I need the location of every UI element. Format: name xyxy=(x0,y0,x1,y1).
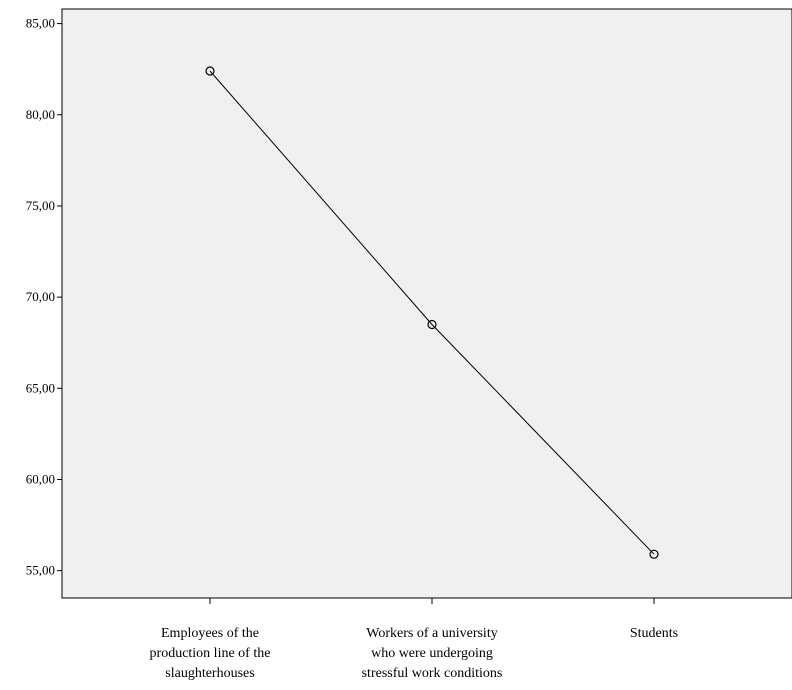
x-category-label-line: production line of the xyxy=(150,646,271,661)
data-point xyxy=(649,549,659,559)
y-tick-label: 65,00 xyxy=(26,380,55,395)
series-layer xyxy=(205,66,659,559)
x-category-label: Students xyxy=(630,626,678,641)
y-tick-label: 70,00 xyxy=(26,289,55,304)
x-category-label-line: stressful work conditions xyxy=(362,666,503,681)
x-axis: Employees of the production line of the sl… xyxy=(150,598,678,681)
x-category-label-line: slaughterhouses xyxy=(165,666,254,681)
x-category-label: Employees of the production line of the sl… xyxy=(150,626,271,681)
x-category-label-line: who were undergoing xyxy=(371,646,493,661)
x-category-label: Workers of a university who were undergoi… xyxy=(362,626,503,681)
x-category-label-line: Students xyxy=(630,626,678,641)
x-category-label-line: Workers of a university xyxy=(366,626,497,641)
y-axis: 55,00 60,00 65,00 70,00 75,00 80,00 85,00 xyxy=(26,16,62,578)
y-tick-label: 85,00 xyxy=(26,16,55,31)
plot-area xyxy=(61,8,792,599)
data-point xyxy=(427,319,437,330)
series-line xyxy=(209,70,655,555)
y-tick-label: 80,00 xyxy=(26,107,55,122)
y-tick-label: 60,00 xyxy=(26,471,55,486)
y-tick-label: 75,00 xyxy=(26,198,55,213)
data-point xyxy=(205,66,215,76)
y-tick-label: 55,00 xyxy=(26,563,55,578)
x-category-label-line: Employees of the xyxy=(161,626,259,641)
